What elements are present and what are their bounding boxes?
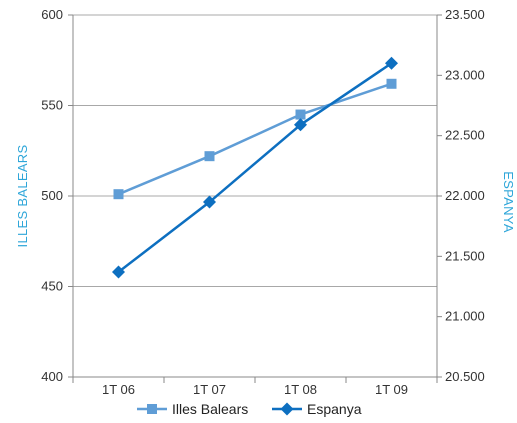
x-tick-label: 1T 07: [193, 382, 226, 397]
series-line-espanya: [117, 62, 393, 274]
left-tick-label: 600: [41, 7, 63, 22]
left-tick-label: 400: [41, 369, 63, 384]
left-axis-ticks: 400 450 500 550 600: [41, 7, 73, 384]
data-point: [204, 151, 215, 162]
data-point: [294, 118, 307, 132]
series-line-illes-balears: [118, 82, 392, 196]
legend-label: Espanya: [307, 401, 362, 417]
right-tick-label: 23.000: [445, 67, 485, 82]
right-tick-label: 23.500: [445, 7, 485, 22]
legend-label: Illes Balears: [172, 401, 248, 417]
right-axis-title: ESPANYA: [501, 171, 516, 233]
right-tick-label: 21.500: [445, 248, 485, 263]
legend: Illes Balears Espanya: [137, 401, 362, 417]
left-tick-label: 550: [41, 98, 63, 113]
x-tick-label: 1T 06: [102, 382, 135, 397]
legend-marker: [280, 402, 294, 416]
x-tick-label: 1T 09: [375, 382, 408, 397]
left-axis-title: ILLES BALEARS: [15, 145, 30, 248]
gridlines: [73, 14, 437, 287]
data-point: [386, 78, 397, 89]
right-tick-label: 22.500: [445, 128, 485, 143]
data-point: [113, 189, 124, 200]
right-tick-label: 21.000: [445, 309, 485, 324]
right-tick-label: 22.000: [445, 188, 485, 203]
data-point: [295, 109, 306, 120]
left-tick-label: 500: [41, 188, 63, 203]
right-tick-label: 20.500: [445, 369, 485, 384]
data-point: [385, 56, 398, 70]
x-tick-label: 1T 08: [284, 382, 317, 397]
legend-marker: [147, 404, 157, 414]
left-tick-label: 450: [41, 279, 63, 294]
right-axis-ticks: 20.500 21.000 21.500 22.000 22.500 23.000 23.5…: [437, 7, 485, 384]
x-axis-ticks: 1T 06 1T 07 1T 08 1T 09: [72, 377, 438, 397]
data-point: [112, 265, 125, 279]
data-point: [203, 195, 216, 209]
series-group: [112, 56, 398, 279]
